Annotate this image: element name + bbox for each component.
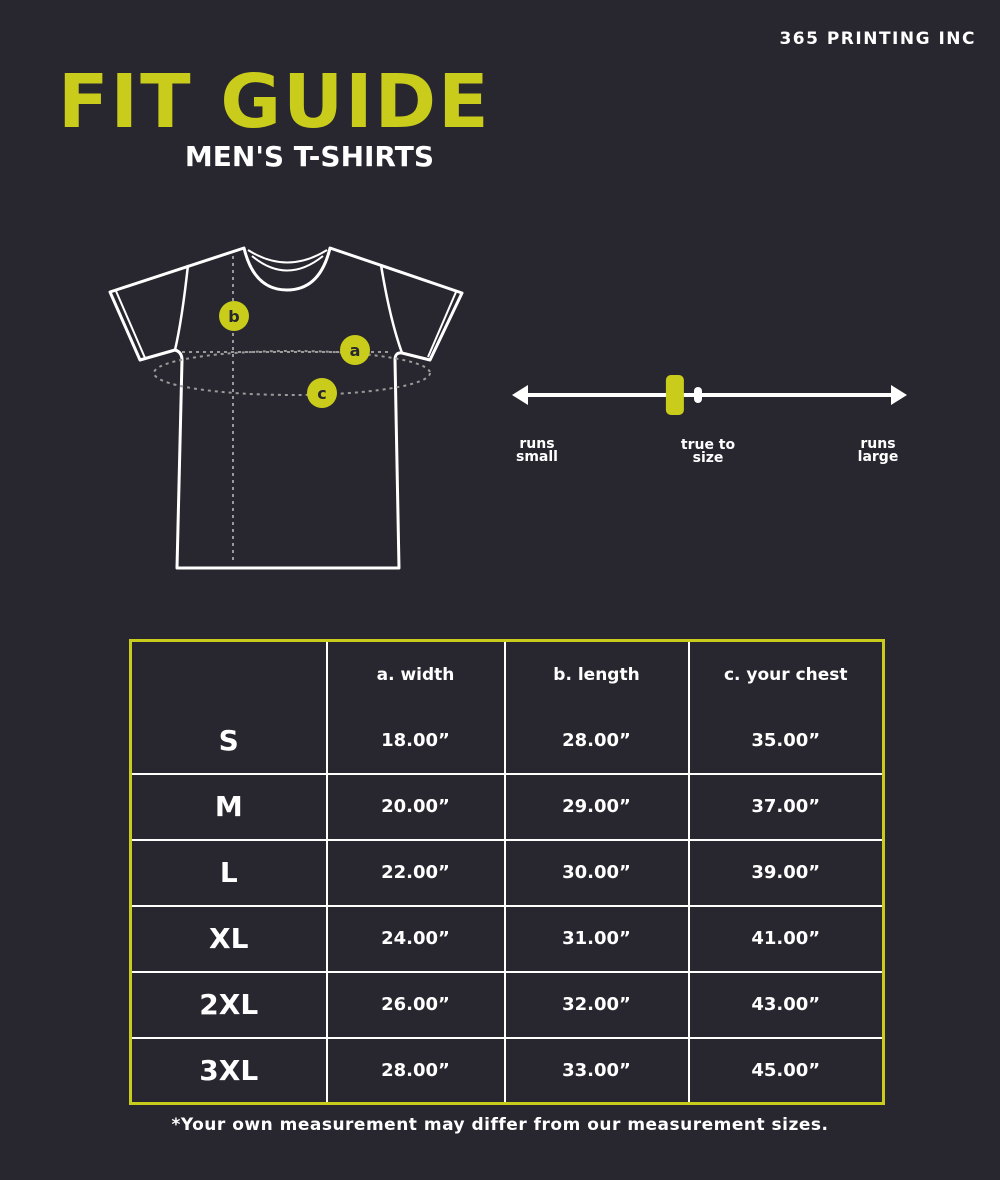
marker-a bbox=[340, 335, 370, 365]
runs-large-label: runs large bbox=[857, 436, 899, 465]
marker-b-label: b bbox=[228, 307, 239, 326]
header-size bbox=[130, 640, 328, 708]
length-cell: 31.00” bbox=[503, 904, 690, 973]
chest-cell: 35.00” bbox=[687, 707, 884, 775]
page-subtitle: MEN'S T-SHIRTS bbox=[184, 140, 434, 173]
page-title: FIT GUIDE bbox=[58, 59, 491, 145]
width-cell: 28.00” bbox=[325, 1036, 506, 1104]
measurement-markers bbox=[219, 301, 370, 408]
marker-a-label: a bbox=[350, 341, 361, 360]
width-cell: 22.00” bbox=[325, 838, 506, 907]
header-width: a. width bbox=[325, 640, 506, 708]
fit-scale bbox=[512, 375, 907, 415]
tshirt-diagram: b a c bbox=[108, 246, 907, 570]
size-cell: S bbox=[130, 707, 328, 775]
size-cell: XL bbox=[130, 904, 328, 973]
tshirt-outline bbox=[108, 246, 464, 570]
chest-cell: 45.00” bbox=[687, 1036, 884, 1104]
marker-c bbox=[307, 378, 337, 408]
footnote: *Your own measurement may differ from ou… bbox=[171, 1115, 829, 1135]
width-cell: 24.00” bbox=[325, 904, 506, 973]
length-cell: 29.00” bbox=[503, 772, 690, 841]
length-cell: 28.00” bbox=[503, 707, 690, 775]
size-cell: L bbox=[130, 838, 328, 907]
runs-small-label: runs small bbox=[516, 436, 558, 465]
fit-indicator bbox=[665, 375, 684, 415]
table-row: S 18.00” 28.00” 35.00” bbox=[130, 707, 884, 775]
brand-name: 365 PRINTING INC bbox=[779, 29, 976, 49]
size-cell: 3XL bbox=[130, 1036, 328, 1104]
center-tick bbox=[694, 387, 702, 403]
table-row: XL 24.00” 31.00” 41.00” bbox=[130, 904, 884, 973]
width-cell: 20.00” bbox=[325, 772, 506, 841]
marker-c-label: c bbox=[317, 384, 326, 403]
table-row: L 22.00” 30.00” 39.00” bbox=[130, 838, 884, 907]
size-table: a. width b. length c. your chest S 18.00”… bbox=[129, 639, 885, 1105]
marker-b bbox=[219, 301, 249, 331]
table-row: M 20.00” 29.00” 37.00” bbox=[130, 772, 884, 841]
header-chest: c. your chest bbox=[687, 640, 884, 708]
size-cell: 2XL bbox=[130, 970, 328, 1039]
length-cell: 30.00” bbox=[503, 838, 690, 907]
chest-cell: 37.00” bbox=[687, 772, 884, 841]
size-cell: M bbox=[130, 772, 328, 841]
header-length: b. length bbox=[503, 640, 690, 708]
chest-cell: 43.00” bbox=[687, 970, 884, 1039]
table-row: 3XL 28.00” 33.00” 45.00” bbox=[130, 1036, 884, 1104]
arrow-left-icon bbox=[512, 385, 528, 405]
length-cell: 32.00” bbox=[503, 970, 690, 1039]
table-row: 2XL 26.00” 32.00” 43.00” bbox=[130, 970, 884, 1039]
width-cell: 18.00” bbox=[325, 707, 506, 775]
width-cell: 26.00” bbox=[325, 970, 506, 1039]
true-to-size-label: true to size bbox=[680, 437, 736, 466]
chest-cell: 41.00” bbox=[687, 904, 884, 973]
length-cell: 33.00” bbox=[503, 1036, 690, 1104]
table-header-row: a. width b. length c. your chest bbox=[130, 640, 884, 708]
chest-cell: 39.00” bbox=[687, 838, 884, 907]
arrow-right-icon bbox=[891, 385, 907, 405]
chest-measure-line bbox=[153, 350, 431, 396]
